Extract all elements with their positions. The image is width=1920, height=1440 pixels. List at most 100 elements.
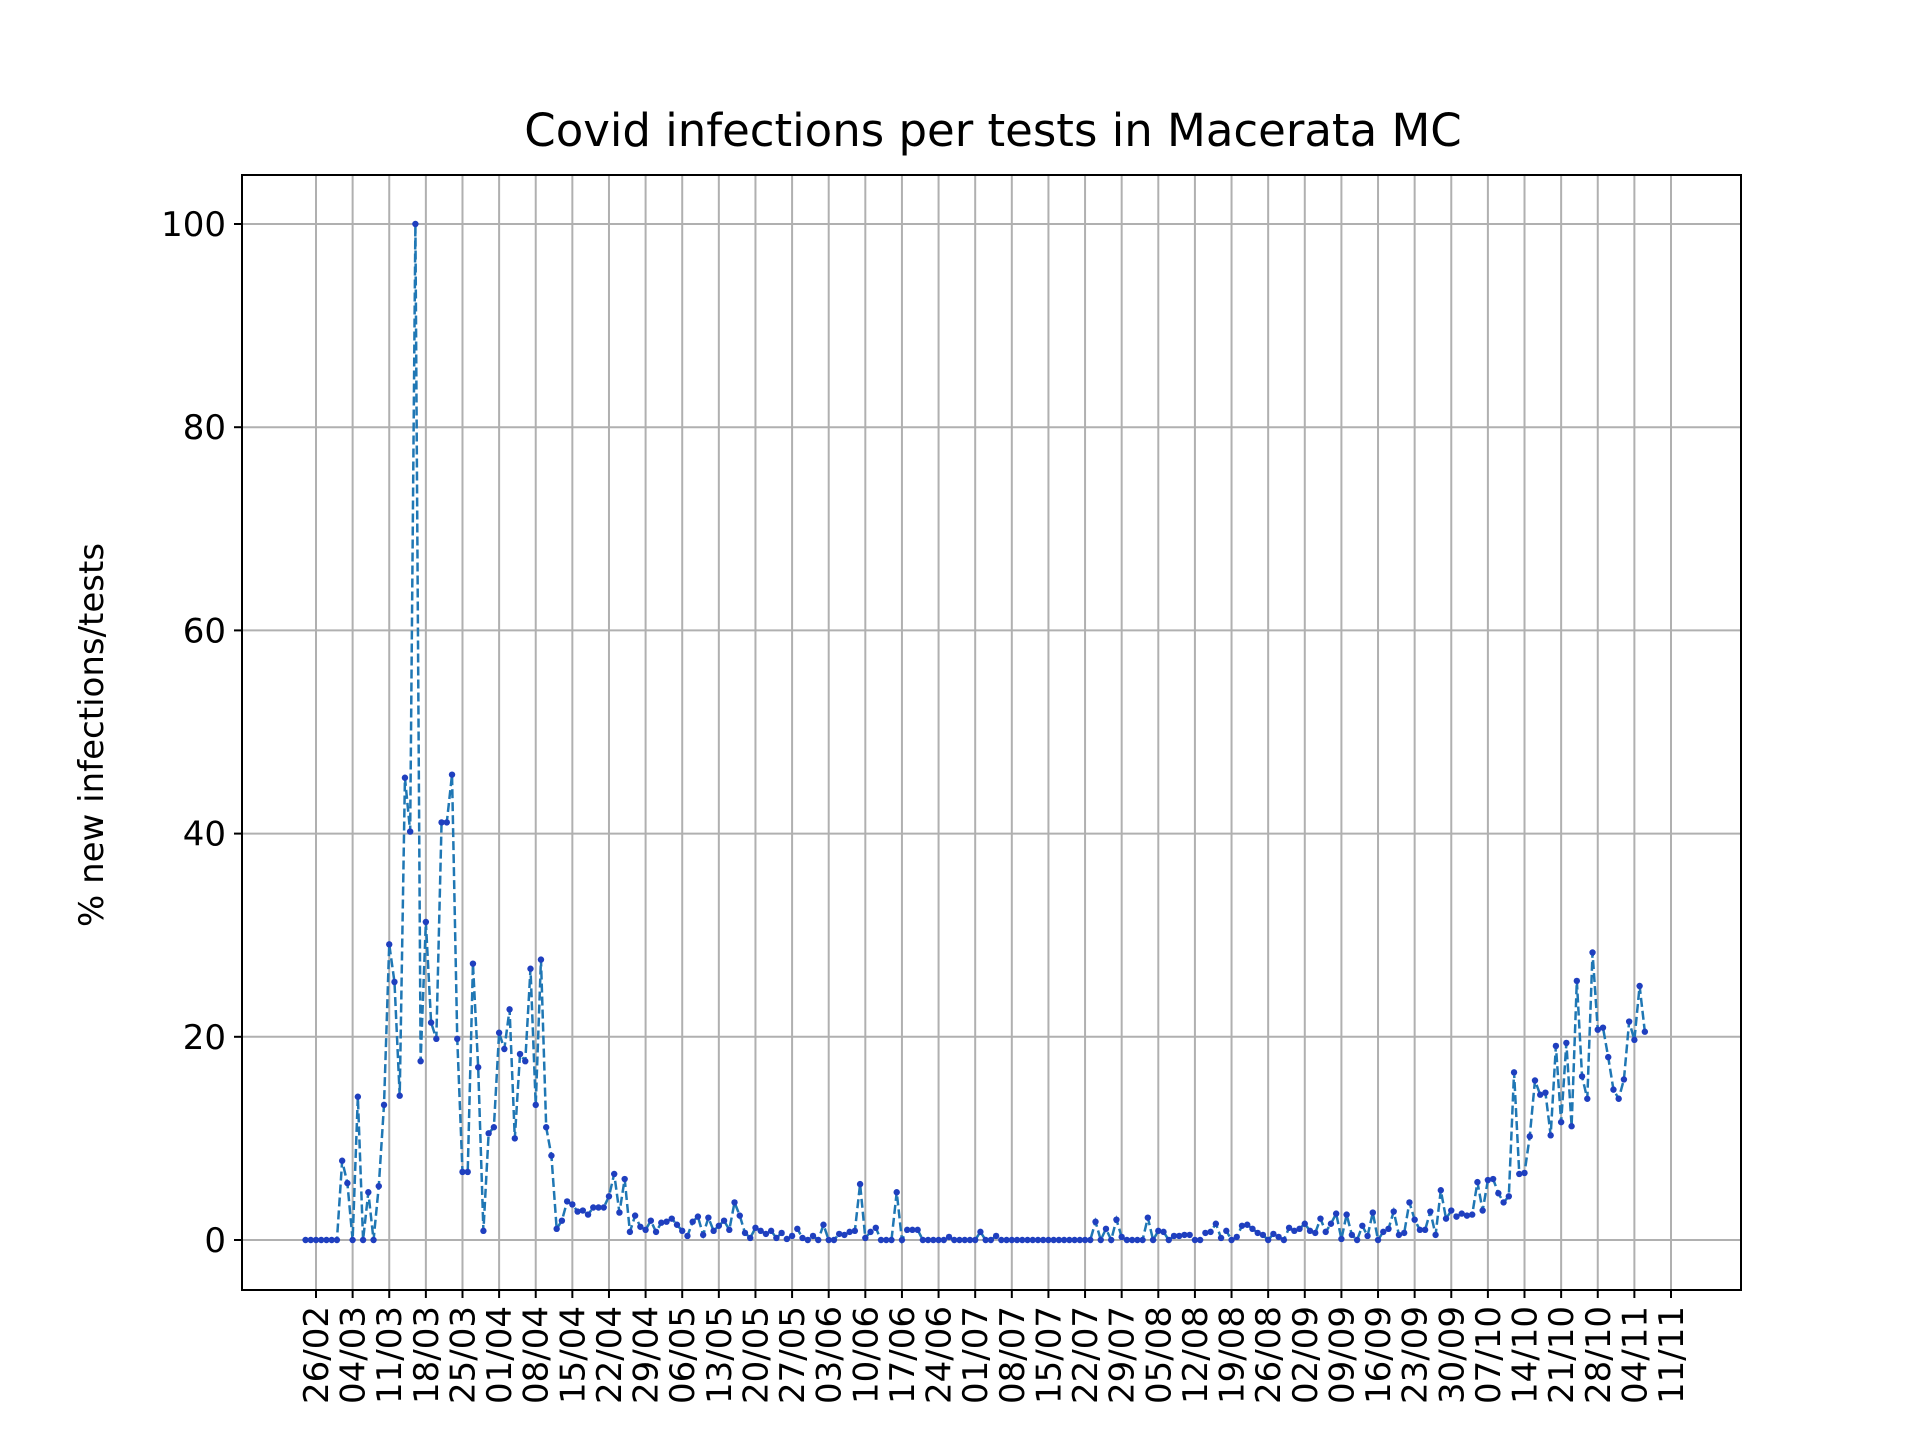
data-point bbox=[1275, 1233, 1282, 1241]
data-point bbox=[1118, 1233, 1125, 1241]
x-tick-label: 27/05 bbox=[773, 1306, 813, 1404]
x-tick-label: 18/03 bbox=[407, 1306, 447, 1404]
data-point bbox=[1259, 1231, 1267, 1239]
data-point bbox=[495, 1029, 503, 1036]
data-point bbox=[877, 1236, 885, 1244]
x-tick-label: 05/08 bbox=[1139, 1306, 1179, 1404]
data-point bbox=[940, 1236, 947, 1244]
data-point bbox=[1170, 1232, 1178, 1240]
data-point bbox=[1327, 1220, 1335, 1227]
x-tick-label: 15/07 bbox=[1029, 1306, 1069, 1404]
x-tick-label: 15/04 bbox=[553, 1306, 593, 1404]
data-point bbox=[1008, 1236, 1016, 1244]
data-point bbox=[1212, 1220, 1220, 1227]
data-point bbox=[1050, 1236, 1057, 1244]
data-point bbox=[1369, 1209, 1377, 1216]
data-point bbox=[1040, 1236, 1047, 1244]
data-point bbox=[846, 1228, 853, 1236]
data-point bbox=[1087, 1236, 1094, 1244]
data-point bbox=[511, 1135, 518, 1142]
data-point bbox=[1484, 1176, 1492, 1184]
data-point bbox=[1463, 1212, 1471, 1219]
data-point bbox=[563, 1198, 571, 1205]
data-point bbox=[1019, 1236, 1026, 1244]
data-point bbox=[1510, 1069, 1518, 1076]
data-point bbox=[1557, 1118, 1565, 1126]
data-point bbox=[370, 1236, 377, 1244]
data-point bbox=[977, 1228, 984, 1236]
data-point bbox=[1573, 977, 1581, 985]
data-point bbox=[951, 1236, 958, 1244]
x-tick-label: 21/10 bbox=[1542, 1306, 1582, 1404]
data-point bbox=[406, 828, 414, 835]
data-point bbox=[699, 1231, 707, 1239]
data-point bbox=[616, 1209, 623, 1216]
data-point bbox=[328, 1236, 335, 1244]
data-point bbox=[1306, 1227, 1314, 1235]
plot-frame bbox=[241, 174, 1742, 1291]
data-point bbox=[386, 941, 393, 948]
data-point bbox=[1244, 1221, 1251, 1228]
data-point bbox=[1526, 1133, 1533, 1140]
data-point bbox=[694, 1213, 702, 1220]
data-point bbox=[752, 1224, 759, 1232]
data-point bbox=[548, 1152, 555, 1159]
data-point bbox=[731, 1199, 738, 1206]
data-point bbox=[553, 1225, 560, 1233]
data-point bbox=[1285, 1224, 1293, 1232]
data-point bbox=[961, 1236, 968, 1244]
data-point bbox=[1380, 1228, 1387, 1236]
y-axis-label: % new infections/tests bbox=[72, 543, 112, 927]
data-point bbox=[1589, 949, 1596, 956]
data-point bbox=[684, 1232, 691, 1240]
data-point bbox=[830, 1236, 838, 1244]
data-point bbox=[1578, 1073, 1586, 1080]
data-point bbox=[1521, 1169, 1528, 1177]
data-point bbox=[642, 1226, 649, 1234]
data-point bbox=[726, 1226, 733, 1234]
data-point bbox=[584, 1211, 592, 1218]
x-tick-label: 14/10 bbox=[1506, 1306, 1546, 1404]
data-point bbox=[1364, 1232, 1371, 1240]
data-point bbox=[652, 1228, 660, 1236]
data-point bbox=[506, 1006, 513, 1013]
data-point bbox=[590, 1204, 597, 1211]
data-point bbox=[982, 1236, 989, 1244]
data-point bbox=[1322, 1228, 1329, 1236]
data-point bbox=[1081, 1236, 1089, 1244]
y-tick-label: 40 bbox=[183, 815, 226, 855]
x-tick-label: 06/05 bbox=[663, 1306, 703, 1404]
data-point bbox=[469, 960, 477, 967]
data-point bbox=[1547, 1132, 1554, 1139]
data-point bbox=[490, 1124, 498, 1131]
data-point bbox=[312, 1236, 320, 1244]
x-tick-label: 11/03 bbox=[370, 1306, 410, 1404]
data-point bbox=[1202, 1229, 1209, 1237]
x-tick-label: 20/05 bbox=[736, 1306, 776, 1404]
data-point bbox=[1479, 1207, 1486, 1214]
data-point bbox=[1348, 1231, 1356, 1239]
data-point bbox=[626, 1228, 634, 1236]
data-point bbox=[579, 1207, 587, 1214]
data-point bbox=[794, 1225, 801, 1233]
data-point bbox=[1641, 1028, 1649, 1035]
data-point bbox=[454, 1035, 461, 1043]
x-tick-label: 22/07 bbox=[1066, 1306, 1106, 1404]
data-point bbox=[1489, 1175, 1497, 1183]
data-point bbox=[1568, 1123, 1575, 1130]
data-point bbox=[1280, 1236, 1288, 1244]
data-point bbox=[422, 918, 430, 926]
data-point bbox=[757, 1227, 764, 1235]
data-point bbox=[349, 1236, 356, 1244]
data-point bbox=[1223, 1227, 1230, 1235]
data-point bbox=[1416, 1226, 1424, 1234]
data-point bbox=[302, 1236, 309, 1244]
x-tick-label: 07/10 bbox=[1469, 1306, 1509, 1404]
data-point bbox=[647, 1217, 655, 1224]
x-tick-label: 08/07 bbox=[993, 1306, 1033, 1404]
data-point bbox=[433, 1035, 440, 1043]
data-point bbox=[1343, 1211, 1350, 1218]
x-tick-label: 28/10 bbox=[1579, 1306, 1619, 1404]
x-tick-label: 01/04 bbox=[480, 1306, 520, 1404]
